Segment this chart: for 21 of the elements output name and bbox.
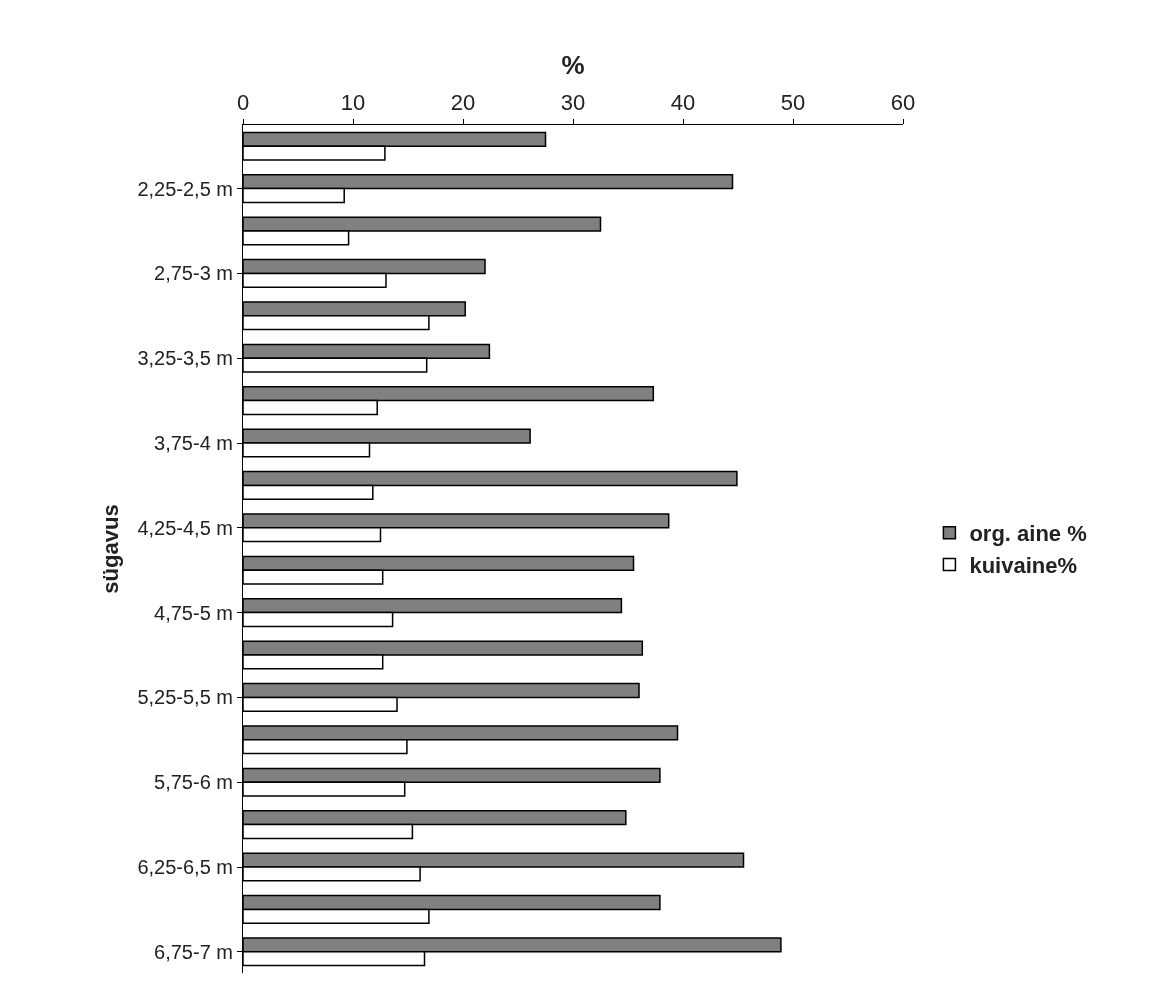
y-tick-label: 2,25-2,5 m	[137, 177, 233, 200]
y-tick-label: 5,25-5,5 m	[137, 686, 233, 709]
x-tick-label: 30	[560, 90, 586, 116]
y-tick-label: 4,75-5 m	[154, 601, 233, 624]
y-tick-label: 2,75-3 m	[154, 262, 233, 285]
x-axis-title: %	[561, 49, 585, 80]
y-tick-label: 5,75-6 m	[154, 771, 233, 794]
x-tick-label: 10	[340, 90, 366, 116]
y-tick-label: 3,75-4 m	[154, 432, 233, 454]
x-tick-label: 60	[890, 90, 916, 116]
legend-label: kuivaine%	[969, 552, 1078, 578]
x-tick-label: 50	[780, 90, 806, 116]
y-tick-label: 6,75-7 m	[154, 940, 233, 963]
x-tick-label: 20	[450, 90, 476, 116]
y-axis-title: sügavus	[98, 504, 124, 594]
legend-label: org. aine %	[969, 521, 1087, 547]
y-tick-label: 3,25-3,5 m	[137, 347, 233, 370]
y-tick-label: 4,25-4,5 m	[137, 516, 233, 539]
x-tick-label: 0	[236, 90, 250, 116]
x-tick-label: 40	[670, 90, 696, 116]
y-tick-label: 6,25-6,5 m	[137, 856, 233, 878]
